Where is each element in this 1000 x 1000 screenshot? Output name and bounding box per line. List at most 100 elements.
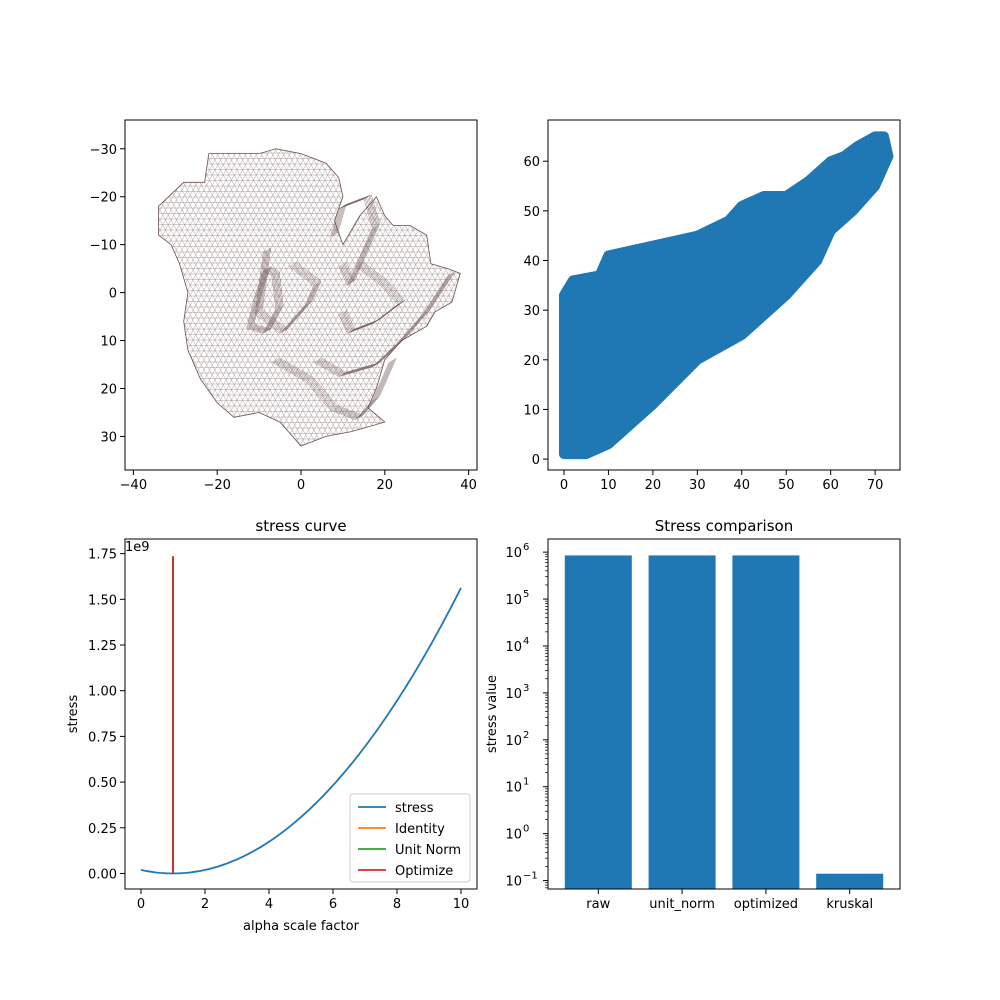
mesh-y-tick-label: −20 [90, 191, 117, 206]
stress-curve-axes-frame [124, 538, 478, 890]
stress-curve-title: stress curve [255, 517, 346, 535]
stress-y-tick-label: 0.75 [88, 730, 117, 745]
stress-comparison-panel: Stress comparison raw unit_norm optimized k… [485, 517, 901, 912]
scatter-y-tick-label: 20 [523, 354, 540, 369]
stress-curve-legend: stress Identity Unit Norm Optimize [349, 793, 471, 883]
mesh-x-tick-label: −40 [120, 478, 147, 493]
bar-x-tick-label: kruskal [826, 897, 873, 912]
scatter-x-tick-label: 60 [822, 478, 839, 493]
scatter-plot [559, 131, 894, 460]
bar-y-tick-label: 10 [505, 593, 522, 608]
mesh-y-tick-label: −30 [90, 143, 117, 158]
bar-y-tick-exponent: −1 [523, 871, 538, 882]
mesh-fold-strand [260, 248, 321, 331]
bar-x-tick-label: raw [586, 897, 610, 912]
mesh-fold-strand [256, 251, 316, 333]
mesh-fold-strand [272, 361, 391, 420]
mesh-fold-strand [262, 247, 322, 330]
stress-x-tick-label: 4 [265, 897, 273, 912]
stress-curve-ylabel: stress [66, 695, 81, 734]
mesh-fold-strand [330, 198, 373, 286]
stress-y-tick-label: 0.00 [88, 867, 117, 882]
stress-y-tick-label: 1.25 [88, 639, 117, 654]
mesh-y-tick-label: −10 [90, 239, 117, 254]
bar-y-tick-exponent: 2 [523, 730, 529, 741]
mesh-fold-strand [277, 358, 396, 417]
scatter-panel: 0 10 20 30 40 50 60 70 0 10 20 30 40 50 60 [523, 119, 901, 493]
legend-entry: stress [395, 801, 434, 816]
bar-y-tick-label: 10 [505, 640, 522, 655]
scatter-point-cloud [559, 131, 894, 460]
scatter-x-tick-label: 10 [600, 478, 617, 493]
stress-x-tick-label: 8 [393, 897, 401, 912]
stress-curve-plot [140, 556, 462, 875]
bar-y-tick-label: 10 [505, 687, 522, 702]
mesh-x-tick-label: 0 [297, 478, 305, 493]
legend-box [349, 793, 471, 883]
mesh-x-tick-label: −20 [203, 478, 230, 493]
bar-y-tick-label: 10 [505, 546, 522, 561]
stress-x-tick-label: 0 [137, 897, 145, 912]
mesh-fold-strand [257, 250, 317, 333]
bar-raw [564, 555, 632, 889]
bar-y-tick-exponent: 6 [523, 542, 529, 553]
legend-entry: Unit Norm [395, 843, 461, 858]
mesh-fold-strand [337, 194, 380, 282]
mesh-y-tick-label: 20 [100, 382, 117, 397]
legend-entry: Identity [395, 822, 445, 837]
scatter-y-tick-label: 0 [532, 453, 540, 468]
scatter-axes-frame [547, 119, 901, 471]
stress-y-tick-label: 1.75 [88, 548, 117, 563]
scatter-ticks: 0 10 20 30 40 50 60 70 0 10 20 30 40 50 60 [523, 155, 883, 493]
stress-comparison-title: Stress comparison [655, 517, 793, 535]
mesh-fold-strand [259, 248, 319, 331]
stress-curve-xlabel: alpha scale factor [243, 919, 360, 934]
stress-comparison-ylabel: stress value [485, 675, 500, 753]
mesh-fold-strand [250, 268, 280, 332]
mesh-fold-strand [274, 360, 392, 419]
bar-y-tick-label: 10 [505, 734, 522, 749]
stress-y-tick-label: 0.25 [88, 822, 117, 837]
mesh-fold-strand [253, 266, 284, 330]
mesh-fold-strand [278, 357, 397, 416]
stress-x-tick-label: 10 [453, 897, 470, 912]
mesh-fold-strand [345, 261, 406, 330]
mesh-fold-strand [336, 195, 379, 283]
stress-comparison-axes-frame [547, 538, 901, 890]
mesh-fold-strand [275, 359, 394, 418]
bar-y-tick-label: 10 [505, 875, 522, 890]
bar-y-tick-exponent: 5 [523, 589, 529, 600]
legend-entry: Optimize [395, 864, 453, 879]
stress-curve-scale-note: 1e9 [125, 540, 150, 555]
scatter-x-tick-label: 50 [778, 478, 795, 493]
stress-x-tick-label: 6 [329, 897, 337, 912]
stress-curve-ticks: 0 2 4 6 8 10 0.00 0.25 0.50 0.75 1.00 1.25 1.50 1.75 [88, 548, 469, 912]
scatter-x-tick-label: 20 [645, 478, 662, 493]
mesh-ticks: −40 −20 0 20 40 −30 −20 −10 0 10 20 30 [90, 143, 477, 493]
scatter-y-tick-label: 10 [523, 403, 540, 418]
bar-unit_norm [648, 555, 716, 889]
mesh-fold-strand [248, 269, 279, 333]
mesh-y-tick-label: 10 [100, 335, 117, 350]
mesh-fold-strand [247, 269, 278, 333]
mesh-y-tick-label: 0 [109, 287, 117, 302]
mesh-fold-strand [271, 361, 390, 420]
mesh-fold-strand [333, 196, 377, 284]
bar-optimized [732, 555, 800, 889]
bar-y-tick-exponent: 0 [523, 824, 529, 835]
stress-x-tick-label: 2 [201, 897, 209, 912]
bar-y-tick-label: 10 [505, 828, 522, 843]
bar-y-tick-exponent: 4 [523, 636, 529, 647]
mesh-fold-strand [332, 197, 376, 285]
bar-x-tick-label: optimized [734, 897, 798, 912]
mesh-fold-strand [246, 270, 277, 334]
scatter-y-tick-label: 50 [523, 205, 540, 220]
mesh-plot [158, 148, 461, 447]
mesh-fold-strand [335, 195, 378, 284]
bar-x-tick-label: unit_norm [649, 897, 715, 912]
mesh-fold-strand [331, 198, 374, 286]
scatter-x-tick-label: 70 [867, 478, 884, 493]
stress-curve-panel: stress curve 1e9 0 2 4 6 8 10 0.00 0.25 0.50 0.75… [66, 517, 478, 934]
mesh-fold-strand [258, 249, 318, 332]
